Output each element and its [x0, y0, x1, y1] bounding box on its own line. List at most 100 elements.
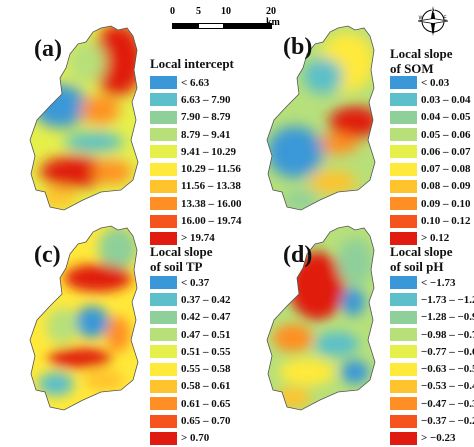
legend-item: < −1.73 [390, 274, 474, 291]
legend-label: −1.73 – −1.28 [421, 293, 474, 306]
legend-label: 0.55 – 0.58 [181, 363, 231, 376]
legend-swatch [150, 414, 177, 428]
legend-swatch [150, 214, 177, 228]
legend-title-b: Local slope of SOM [390, 46, 453, 76]
legend-item: −1.73 – −1.28 [390, 291, 474, 308]
legend-label: 6.63 – 7.90 [181, 93, 231, 106]
legend-item: −0.37 – −0.23 [390, 412, 474, 429]
legend-item: 0.03 – 0.04 [390, 91, 471, 108]
legend-swatch [390, 162, 417, 176]
legend-item: −0.63 – −0.53 [390, 360, 474, 377]
legend-swatch [390, 310, 417, 324]
legend-item: −0.53 – −0.47 [390, 378, 474, 395]
legend-item: > −0.23 [390, 430, 474, 447]
compass-letter-n: N [431, 9, 435, 15]
legend-swatch [150, 431, 177, 445]
legend-label: 0.09 – 0.10 [421, 197, 471, 210]
legend-swatch [390, 328, 417, 342]
scale-segment-3 [224, 23, 272, 29]
legend-title-a: Local intercept [150, 56, 234, 71]
legend-label: 0.07 – 0.08 [421, 163, 471, 176]
map-local-slope-soil-tp [29, 225, 139, 411]
legend-label: < 6.63 [181, 76, 210, 89]
legend-item: > 0.70 [150, 430, 231, 447]
legend-c: < 0.37 0.37 – 0.42 0.42 – 0.47 0.47 – 0.51 0… [150, 274, 231, 447]
legend-item: 0.55 – 0.58 [150, 360, 231, 377]
legend-swatch [390, 179, 417, 193]
panel-label-d: (d) [283, 242, 313, 268]
panel-b: (b) Local slope of SOM < 0.03 0.03 – 0.04… [237, 22, 474, 245]
legend-item: 0.09 – 0.10 [390, 195, 471, 212]
legend-label: 0.65 – 0.70 [181, 415, 231, 428]
legend-label: > −0.23 [421, 432, 456, 445]
panel-c: (c) Local slope of soil TP < 0.37 0.37 – … [0, 222, 237, 445]
legend-label: −0.53 – −0.47 [421, 380, 474, 393]
compass-letter-w: W [419, 16, 424, 22]
legend-item: < 6.63 [150, 74, 242, 91]
legend-label: 0.51 – 0.55 [181, 345, 231, 358]
legend-swatch [390, 362, 417, 376]
legend-swatch [150, 110, 177, 124]
legend-title-c: Local slope of soil TP [150, 244, 213, 274]
legend-label: −1.28 – −0.98 [421, 311, 474, 324]
compass-letter-e: E [443, 16, 447, 22]
legend-label: < −1.73 [421, 276, 456, 289]
legend-swatch [390, 76, 417, 90]
legend-item: 0.10 – 0.12 [390, 212, 471, 229]
legend-label: 0.03 – 0.04 [421, 93, 471, 106]
legend-swatch [390, 414, 417, 428]
legend-item: 13.38 – 16.00 [150, 195, 242, 212]
map-local-slope-soil-ph [266, 225, 376, 411]
legend-label: 13.38 – 16.00 [181, 197, 242, 210]
legend-item: 0.47 – 0.51 [150, 326, 231, 343]
legend-label: > 19.74 [181, 232, 215, 245]
scale-tick-5: 5 [196, 6, 201, 17]
map-local-intercept [29, 25, 139, 211]
legend-swatch [150, 379, 177, 393]
scale-bar: 0 5 10 20 km [170, 6, 290, 36]
legend-swatch [390, 93, 417, 107]
legend-swatch [390, 197, 417, 211]
legend-label: 0.08 – 0.09 [421, 180, 471, 193]
legend-label: −0.63 – −0.53 [421, 363, 474, 376]
legend-item: −1.28 – −0.98 [390, 309, 474, 326]
legend-swatch [150, 293, 177, 307]
legend-item: 9.41 – 10.29 [150, 143, 242, 160]
legend-label: > 0.12 [421, 232, 450, 245]
legend-label: 16.00 – 19.74 [181, 215, 242, 228]
legend-label: −0.77 – −0.63 [421, 345, 474, 358]
legend-swatch [150, 128, 177, 142]
legend-label: 0.06 – 0.07 [421, 145, 471, 158]
legend-swatch [150, 397, 177, 411]
legend-swatch [150, 145, 177, 159]
legend-swatch [150, 231, 177, 245]
legend-item: > 19.74 [150, 230, 242, 247]
scale-segment-1 [172, 23, 198, 29]
legend-label: −0.37 – −0.23 [421, 415, 474, 428]
legend-label: 0.47 – 0.51 [181, 328, 231, 341]
legend-swatch [150, 276, 177, 290]
legend-item: 0.06 – 0.07 [390, 143, 471, 160]
legend-label: 0.42 – 0.47 [181, 311, 231, 324]
legend-swatch [150, 162, 177, 176]
legend-item: 0.58 – 0.61 [150, 378, 231, 395]
legend-item: < 0.37 [150, 274, 231, 291]
legend-swatch [390, 128, 417, 142]
legend-swatch [150, 93, 177, 107]
legend-swatch [150, 328, 177, 342]
legend-swatch [150, 362, 177, 376]
legend-swatch [390, 276, 417, 290]
legend-item: −0.77 – −0.63 [390, 343, 474, 360]
legend-title-d: Local slope of soil pH [390, 244, 453, 274]
scale-tick-0: 0 [170, 6, 175, 17]
legend-label: −0.47 – −0.37 [421, 397, 474, 410]
legend-label: 7.90 – 8.79 [181, 111, 231, 124]
legend-label: 0.10 – 0.12 [421, 215, 471, 228]
legend-swatch [390, 379, 417, 393]
legend-label: < 0.03 [421, 76, 450, 89]
legend-a: < 6.63 6.63 – 7.90 7.90 – 8.79 8.79 – 9.41 9… [150, 74, 242, 247]
legend-swatch [390, 145, 417, 159]
legend-item: < 0.03 [390, 74, 471, 91]
legend-label: > 0.70 [181, 432, 210, 445]
legend-label: 8.79 – 9.41 [181, 128, 231, 141]
